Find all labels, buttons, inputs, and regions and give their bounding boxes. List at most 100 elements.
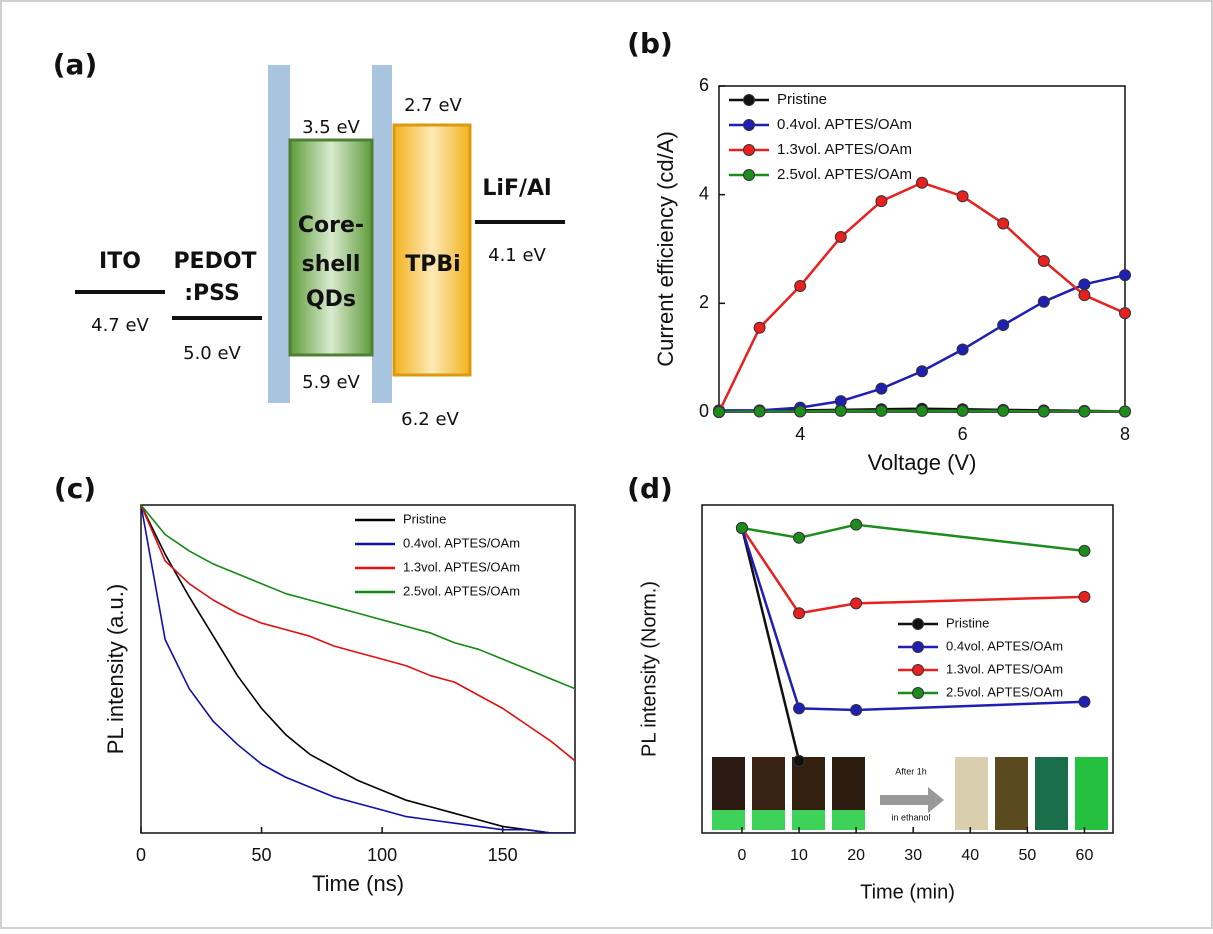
y-tick-label: 0 <box>699 401 709 421</box>
marker <box>1119 269 1131 282</box>
marker <box>916 365 928 378</box>
photo <box>995 757 1028 830</box>
marker <box>1037 254 1050 267</box>
inset-photos <box>712 757 1108 830</box>
legend-marker <box>912 664 924 676</box>
tpbi-layer <box>392 123 472 377</box>
series-line <box>141 504 575 762</box>
x-tick-label: 0 <box>136 845 146 865</box>
series-line <box>740 527 801 762</box>
x-tick-label: 60 <box>1076 847 1094 864</box>
marker <box>1119 307 1131 320</box>
series-line <box>741 523 1085 553</box>
legend-label: 2.5vol. APTES/OAm <box>946 684 1063 699</box>
legend-label: Pristine <box>403 511 446 526</box>
marker <box>793 754 806 767</box>
marker <box>1078 695 1091 708</box>
marker <box>1078 544 1091 557</box>
marker <box>875 404 888 417</box>
marker <box>713 406 725 418</box>
legend-label: 1.3vol. APTES/OAm <box>777 141 912 158</box>
photo <box>955 757 988 830</box>
x-tick-label: 0 <box>738 847 747 864</box>
layer-bar <box>372 65 392 403</box>
panel-label: (a) <box>53 48 98 81</box>
x-tick-label: 20 <box>847 847 865 864</box>
legend-marker <box>743 119 755 131</box>
marker <box>997 404 1010 417</box>
annotation: in ethanol <box>891 812 930 822</box>
layer-name: LiF/Al <box>482 176 551 201</box>
level: 4.7 eV <box>91 315 149 336</box>
marker <box>916 404 928 417</box>
arrow <box>880 787 944 813</box>
y-tick-label: 6 <box>699 75 709 95</box>
marker <box>956 343 969 356</box>
x-tick-label: 150 <box>488 845 518 865</box>
plot-frame <box>701 504 1114 834</box>
marker <box>997 319 1010 332</box>
level: 3.5 eV <box>302 117 360 138</box>
x-tick-label: 6 <box>958 424 968 444</box>
marker <box>1037 295 1050 308</box>
marker <box>997 217 1010 230</box>
x-tick-label: 4 <box>795 424 805 444</box>
marker <box>1037 405 1050 418</box>
annotation: After 1h <box>895 766 927 776</box>
x-axis-label: Voltage (V) <box>868 450 977 475</box>
legend-label: 1.3vol. APTES/OAm <box>403 559 520 574</box>
legend-marker <box>743 144 755 156</box>
x-tick-label: 100 <box>367 845 397 865</box>
photo <box>712 810 745 830</box>
plot-area <box>141 504 575 833</box>
series-line <box>740 527 1085 712</box>
marker <box>1078 405 1091 418</box>
panel-label: (c) <box>54 472 96 505</box>
legend-label: Pristine <box>777 91 827 108</box>
y-axis-label: Current efficiency (cd/A) <box>653 131 678 367</box>
marker <box>793 531 806 544</box>
marker <box>735 521 748 534</box>
legend-label: 2.5vol. APTES/OAm <box>777 166 912 183</box>
panel-label: (d) <box>627 472 673 505</box>
layer-name: Core- <box>298 213 364 238</box>
marker <box>753 405 766 418</box>
x-tick-label: 30 <box>904 847 922 864</box>
plot-area <box>735 518 1091 767</box>
y-tick-label: 2 <box>699 292 709 312</box>
level: 6.2 eV <box>401 409 459 430</box>
photo <box>752 810 785 830</box>
layer-bar <box>268 65 290 403</box>
photo <box>792 810 825 830</box>
x-tick-label: 10 <box>790 847 808 864</box>
marker <box>1078 289 1091 302</box>
qd-layer <box>288 138 374 357</box>
level: 2.7 eV <box>404 95 462 116</box>
marker <box>850 597 863 610</box>
marker <box>850 518 863 531</box>
series-line <box>141 504 575 690</box>
legend-marker <box>743 169 755 181</box>
layer-name: QDs <box>306 287 356 312</box>
marker <box>794 405 807 418</box>
marker <box>794 279 807 292</box>
layer-name: PEDOT <box>173 249 256 274</box>
marker <box>875 382 888 395</box>
layer-name: :PSS <box>184 281 240 306</box>
legend-marker <box>912 687 924 699</box>
y-axis-label: PL intensity (a.u.) <box>103 584 128 754</box>
marker <box>834 231 847 244</box>
legend-label: 2.5vol. APTES/OAm <box>403 583 520 598</box>
photo <box>832 810 865 830</box>
level: 5.0 eV <box>183 343 241 364</box>
layer-name: TPBi <box>405 252 460 277</box>
y-tick-label: 4 <box>699 183 709 203</box>
marker <box>1119 405 1131 418</box>
layer-name: ITO <box>99 249 141 274</box>
x-tick-label: 50 <box>252 845 272 865</box>
marker <box>793 702 806 715</box>
layer-name: shell <box>302 252 361 277</box>
marker <box>753 321 766 334</box>
